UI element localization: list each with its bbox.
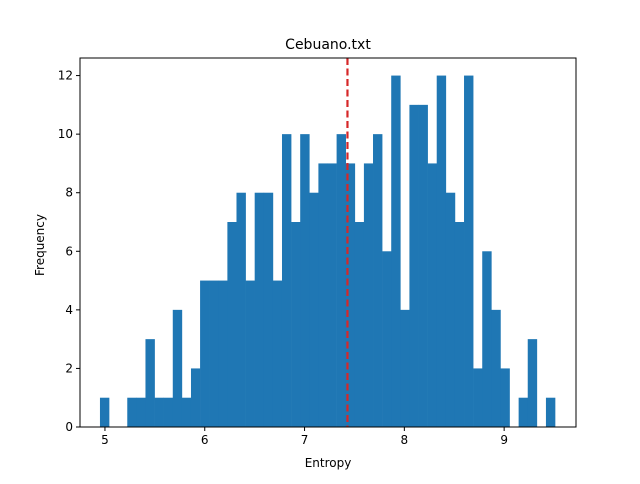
x-axis-label: Entropy [305, 456, 352, 470]
y-tick-label: 10 [58, 127, 73, 141]
histogram-bar [436, 75, 447, 428]
histogram-bar [200, 280, 210, 427]
y-axis-ticks: 0 2 4 6 8 10 12 [58, 69, 80, 434]
histogram-bar [345, 163, 356, 427]
histogram-bar [518, 397, 529, 427]
histogram-bar [445, 192, 456, 427]
histogram-bar [545, 397, 556, 427]
histogram-bar [454, 222, 465, 427]
histogram-bar [500, 368, 510, 427]
histogram-bar [99, 397, 110, 427]
histogram-bar [527, 339, 538, 427]
histogram-bar [491, 309, 501, 427]
histogram-bar [163, 397, 174, 427]
histogram-bar [154, 397, 164, 427]
y-tick-label: 6 [65, 244, 73, 258]
histogram-bar [409, 104, 419, 427]
chart-title: Cebuano.txt [285, 37, 371, 53]
histogram-bar [382, 251, 392, 427]
y-tick-label: 12 [58, 69, 73, 83]
histogram-bar [218, 280, 228, 427]
histogram-bar [145, 339, 155, 427]
x-tick-label: 6 [201, 433, 209, 447]
histogram-bar [245, 280, 255, 427]
histogram-bar [236, 192, 246, 427]
histogram-bar [427, 163, 438, 427]
histogram-bar [336, 134, 347, 427]
y-tick-label: 0 [65, 420, 73, 434]
histogram-bar [181, 397, 192, 427]
histogram-bar [473, 368, 483, 427]
histogram-bar [318, 163, 328, 427]
histogram-bar [136, 397, 146, 427]
x-axis-ticks: 5 6 7 8 9 [101, 427, 508, 447]
histogram-bar [227, 222, 237, 427]
y-tick-label: 2 [65, 361, 73, 375]
histogram-bar [172, 309, 183, 427]
histogram-bar [190, 368, 201, 427]
y-tick-label: 8 [65, 186, 73, 200]
histogram-bar [418, 104, 428, 427]
histogram-bar [327, 163, 337, 427]
histogram-bar [272, 280, 283, 427]
histogram-bar [291, 222, 301, 427]
histogram-bar [209, 280, 219, 427]
y-tick-label: 4 [65, 303, 73, 317]
histogram-bar [254, 192, 265, 427]
histogram-bar [482, 251, 492, 427]
x-tick-label: 9 [500, 433, 508, 447]
histogram-bar [281, 134, 292, 427]
histogram-bar [263, 192, 274, 427]
histogram-bar [391, 75, 401, 428]
x-tick-label: 5 [101, 433, 109, 447]
histogram-bar [400, 309, 410, 427]
histogram-bar [373, 134, 383, 427]
histogram-bar [464, 75, 474, 428]
x-tick-label: 7 [301, 433, 309, 447]
axes-frame [79, 57, 577, 428]
histogram-bar [309, 192, 319, 427]
histogram-bar [363, 163, 374, 427]
bars-group [99, 75, 556, 428]
x-tick-label: 8 [401, 433, 409, 447]
histogram-bar [354, 222, 365, 427]
y-axis-label: Frequency [33, 214, 47, 276]
plot-border [79, 57, 577, 428]
histogram-bar [127, 397, 137, 427]
histogram-bar [300, 134, 310, 427]
